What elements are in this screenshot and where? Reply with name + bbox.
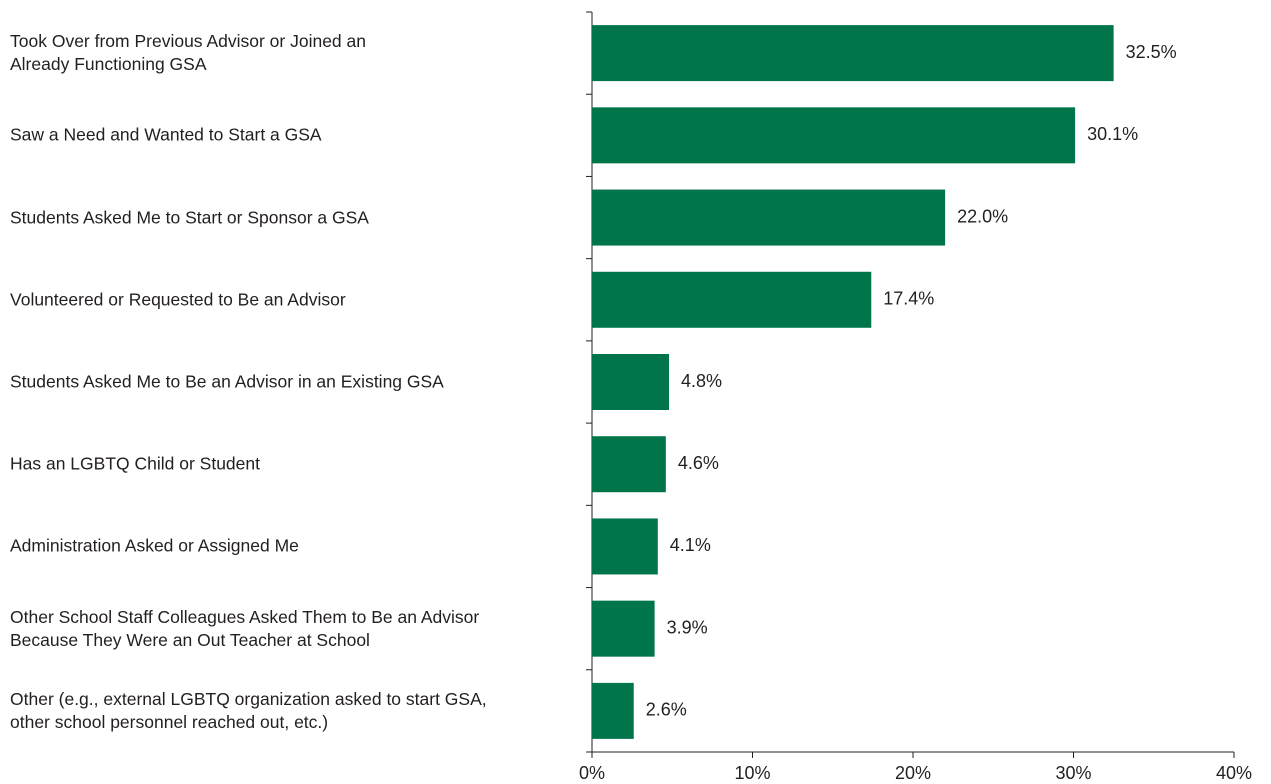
bar — [592, 518, 658, 575]
category-label: Took Over from Previous Advisor or Joine… — [10, 31, 366, 75]
category-label: Has an LGBTQ Child or Student — [10, 453, 260, 474]
x-tick-label: 30% — [1055, 763, 1091, 783]
bar — [592, 25, 1114, 82]
value-label: 2.6% — [646, 700, 687, 720]
x-tick-label: 10% — [734, 763, 770, 783]
category-label: Other School Staff Colleagues Asked Them… — [10, 606, 480, 650]
value-label: 17.4% — [883, 289, 934, 309]
value-label: 30.1% — [1087, 124, 1138, 144]
category-label: Administration Asked or Assigned Me — [10, 535, 299, 556]
bar — [592, 436, 666, 493]
value-label: 32.5% — [1126, 42, 1177, 62]
value-label: 4.1% — [670, 535, 711, 555]
category-label: Saw a Need and Wanted to Start a GSA — [10, 124, 322, 145]
bar — [592, 271, 872, 328]
bar — [592, 354, 670, 410]
category-label: Other (e.g., external LGBTQ organization… — [10, 688, 487, 732]
bar — [592, 600, 655, 657]
x-tick-label: 0% — [579, 763, 605, 783]
value-label: 4.8% — [681, 371, 722, 391]
category-label: Students Asked Me to Be an Advisor in an… — [10, 371, 444, 392]
x-tick-label: 20% — [895, 763, 931, 783]
x-tick-label: 40% — [1216, 763, 1252, 783]
bar — [592, 682, 634, 739]
value-label: 4.6% — [678, 453, 719, 473]
bar — [592, 189, 946, 246]
category-label: Students Asked Me to Start or Sponsor a … — [10, 207, 369, 228]
value-label: 3.9% — [667, 617, 708, 637]
value-label: 22.0% — [957, 206, 1008, 226]
category-label: Volunteered or Requested to Be an Adviso… — [10, 289, 346, 310]
bar — [592, 107, 1076, 164]
